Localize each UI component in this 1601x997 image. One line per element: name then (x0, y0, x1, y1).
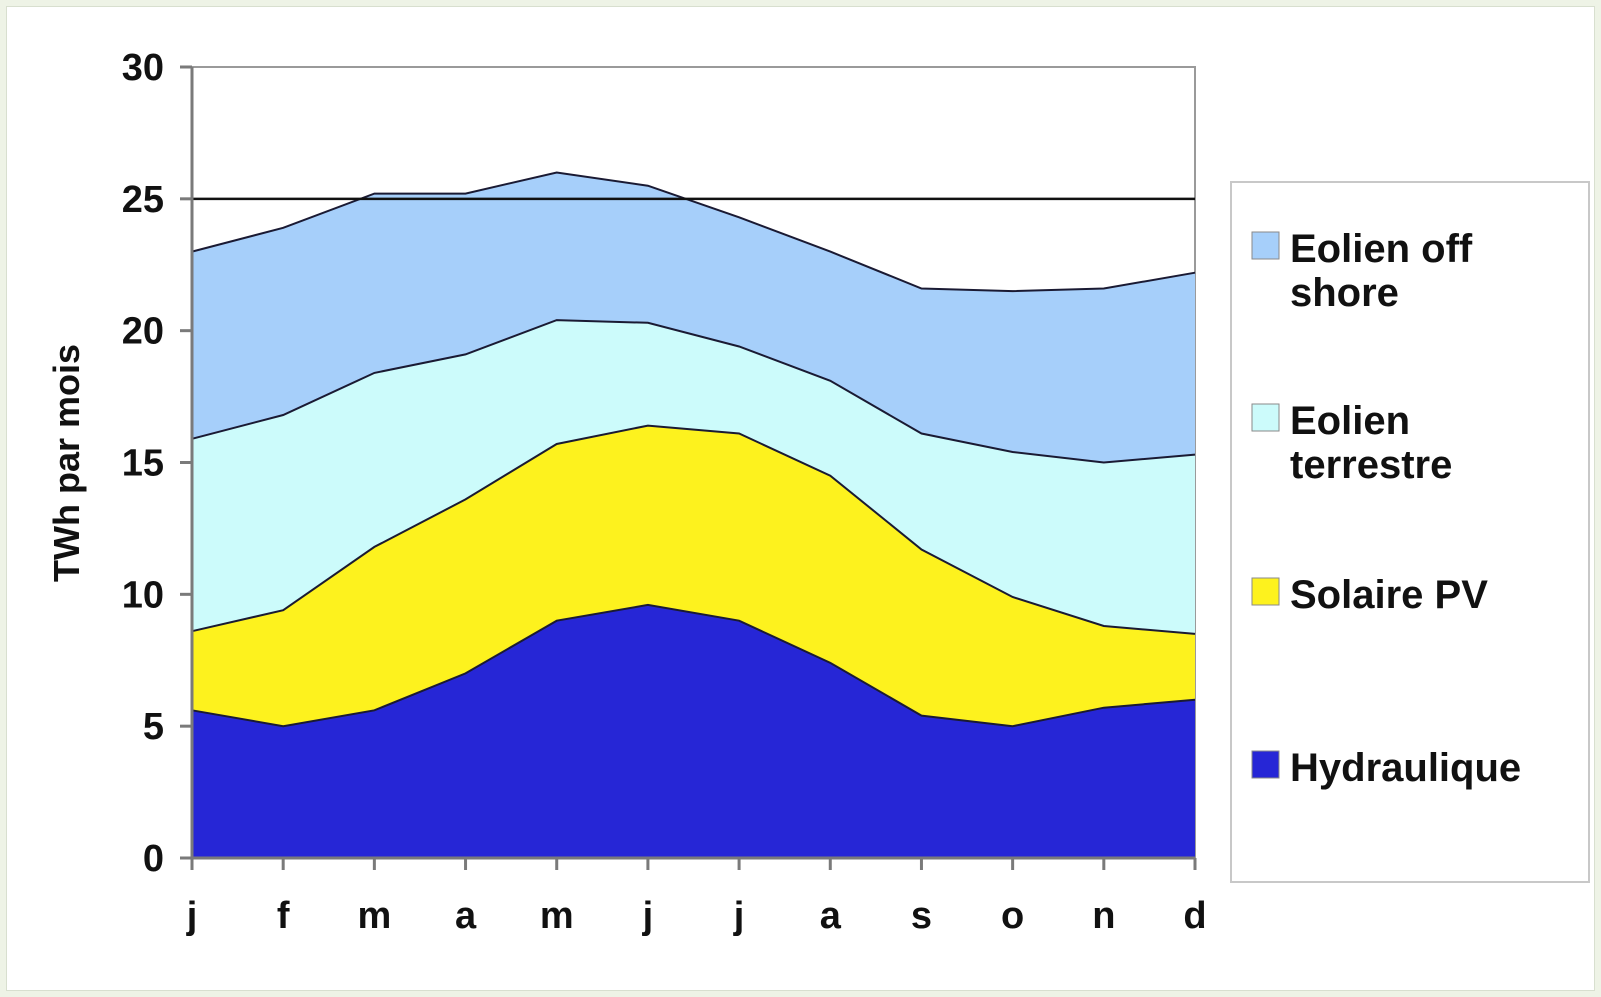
series-areas (192, 172, 1195, 858)
x-tick-label-1: f (277, 895, 290, 937)
x-tick-label-7: a (820, 895, 842, 937)
y-axis-title-group: TWh par mois (46, 344, 87, 582)
x-tick-label-10: n (1092, 895, 1115, 937)
area-hydraulique (192, 604, 1195, 858)
legend-swatch-solaire-pv (1251, 577, 1280, 606)
area-solaire-pv (192, 425, 1195, 727)
y-tick-label-25: 25 (122, 179, 164, 221)
legend-label-eolien-terrestre-line-2: terrestre (1290, 443, 1452, 487)
y-tick-label-10: 10 (122, 574, 164, 616)
y-tick-label-5: 5 (143, 706, 164, 748)
legend-swatch-hydraulique (1251, 750, 1280, 779)
x-tick-label-8: s (911, 895, 932, 937)
legend-label-eolien-off-shore-line-2: shore (1290, 271, 1399, 315)
x-tick-label-5: j (642, 895, 654, 937)
x-tick-label-4: m (540, 895, 574, 937)
y-axis-ticks: 0 5 10 15 20 25 30 (122, 47, 192, 880)
area-eolien-terrestre (192, 320, 1195, 634)
area-eolien-off-shore (192, 172, 1195, 463)
legend-swatch-eolien-off-shore (1251, 231, 1280, 260)
legend-label-solaire-pv-line-1: Solaire PV (1290, 573, 1488, 617)
x-tick-label-6: j (733, 895, 745, 937)
x-tick-label-11: d (1183, 895, 1206, 937)
y-tick-label-0: 0 (143, 838, 164, 880)
legend-box (1230, 181, 1590, 883)
legend-label-eolien-off-shore-line-1: Eolien off (1290, 227, 1473, 271)
y-axis-title: TWh par mois (46, 344, 87, 582)
legend-label-hydraulique-line-1: Hydraulique (1290, 746, 1521, 790)
y-tick-label-15: 15 (122, 443, 164, 485)
x-tick-label-3: a (455, 895, 477, 937)
boundary-solaire-pv (191, 424, 1196, 635)
y-tick-label-20: 20 (122, 311, 164, 353)
legend-swatch-eolien-terrestre (1251, 403, 1280, 432)
boundary-eolien-terrestre (191, 319, 1196, 464)
x-tick-label-2: m (357, 895, 391, 937)
boundary-hydraulique (191, 603, 1196, 728)
x-tick-label-0: j (186, 895, 198, 937)
x-tick-label-9: o (1001, 895, 1024, 937)
y-tick-label-30: 30 (122, 47, 164, 89)
legend-label-eolien-terrestre-line-1: Eolien (1290, 399, 1410, 443)
